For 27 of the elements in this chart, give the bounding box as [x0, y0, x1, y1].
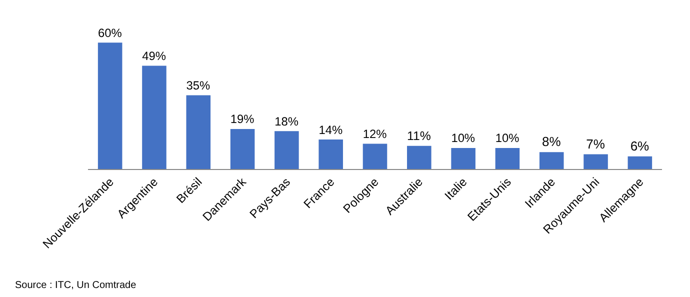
- data-label: 35%: [186, 78, 211, 93]
- bar: [407, 146, 432, 169]
- bar: [274, 131, 299, 169]
- bar: [539, 152, 564, 169]
- data-label: 14%: [318, 122, 343, 137]
- data-label: 11%: [407, 128, 431, 143]
- data-label: 49%: [142, 49, 166, 64]
- data-label: 19%: [230, 112, 255, 126]
- data-label: 10%: [495, 131, 520, 146]
- bar: [98, 42, 122, 169]
- bar: [451, 148, 476, 169]
- bar: [628, 156, 652, 169]
- data-label: 12%: [362, 126, 388, 141]
- bar: [230, 128, 255, 169]
- bar: [318, 140, 343, 169]
- data-label: 6%: [630, 138, 650, 154]
- data-label: 8%: [542, 134, 562, 150]
- data-label: 10%: [451, 131, 476, 146]
- bar: [142, 66, 166, 169]
- source-note: Source : ITC, Un Comtrade: [15, 280, 137, 291]
- bar: [584, 154, 608, 169]
- data-label: 60%: [98, 26, 122, 40]
- bar: [362, 144, 388, 169]
- data-label: 18%: [274, 114, 299, 128]
- data-label: 7%: [586, 136, 606, 152]
- bar: [186, 95, 211, 169]
- bar: [495, 148, 520, 169]
